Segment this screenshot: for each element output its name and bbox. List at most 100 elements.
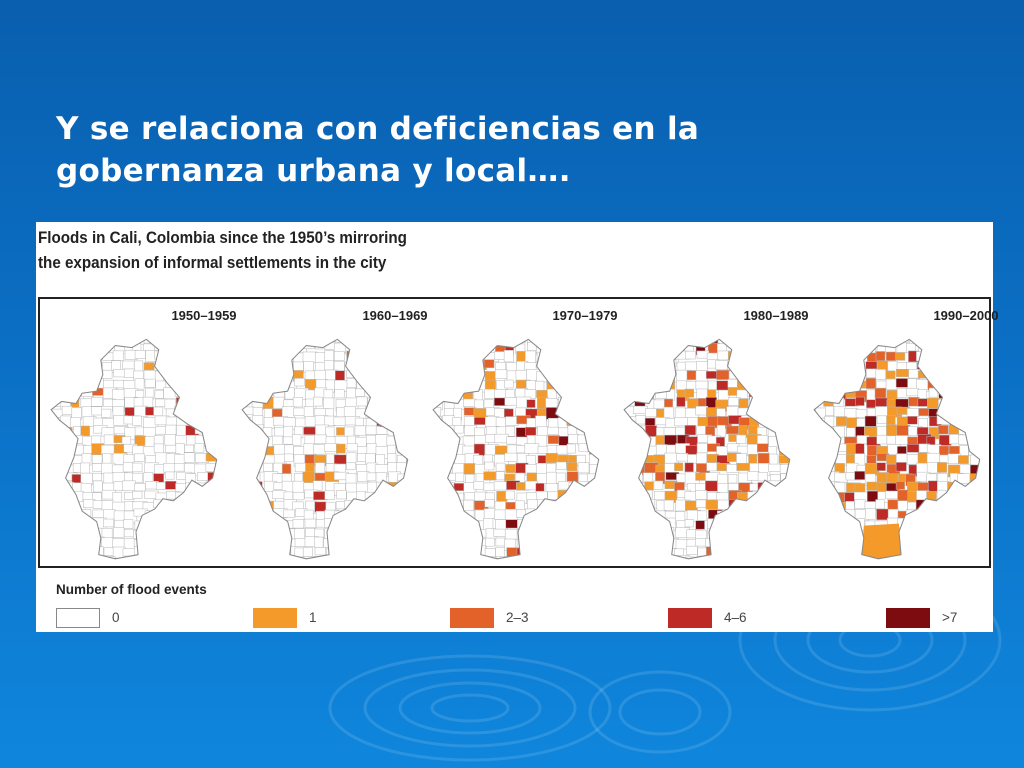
map-block: [273, 529, 287, 541]
map-block: [624, 464, 639, 477]
map-block: [83, 555, 95, 559]
map-block: [844, 380, 859, 391]
legend-label-3: 4–6: [724, 610, 747, 625]
map-block: [61, 380, 75, 394]
map-block: [634, 556, 645, 559]
map-block: [843, 529, 857, 539]
map-block: [566, 443, 576, 454]
map-block: [959, 445, 969, 458]
map-block: [635, 415, 646, 425]
map-block: [981, 502, 989, 511]
map-block: [684, 425, 696, 436]
map-block: [967, 390, 980, 402]
map-block: [344, 548, 359, 559]
map-block: [978, 443, 980, 456]
map-block: [243, 537, 252, 548]
map-block: [978, 341, 980, 352]
map-block: [588, 370, 599, 379]
map-block: [325, 339, 335, 343]
map-block: [343, 556, 353, 559]
map-block: [409, 537, 417, 544]
map-block: [154, 509, 165, 522]
map-block: [186, 499, 199, 512]
map-block: [242, 499, 255, 511]
map-block: [92, 546, 104, 557]
map-block: [346, 378, 357, 388]
map-block: [123, 519, 134, 529]
map-block: [292, 434, 302, 446]
map-block: [823, 446, 836, 459]
map-block: [386, 517, 401, 527]
map-block: [164, 398, 176, 410]
map-block: [525, 480, 538, 491]
map-block: [442, 436, 457, 447]
map-block: [566, 371, 578, 381]
map-block: [980, 493, 989, 505]
map-block: [261, 527, 271, 538]
map-block: [314, 547, 326, 556]
map-block: [196, 482, 208, 495]
map-block: [174, 339, 185, 342]
map-block: [344, 426, 355, 437]
map-block: [748, 519, 759, 531]
map-block: [206, 342, 217, 354]
map-block: [587, 492, 599, 504]
map-block: [132, 445, 144, 456]
map-block: [324, 360, 334, 371]
map-block: [186, 557, 198, 559]
map-block: [154, 546, 169, 558]
city-map-1980s: [623, 338, 791, 560]
map-block: [716, 369, 731, 380]
map-block: [409, 556, 417, 565]
map-block: [938, 339, 948, 342]
map-block: [282, 350, 296, 363]
map-block: [759, 406, 772, 418]
legend-swatch-3: [668, 608, 712, 628]
map-block: [165, 471, 175, 480]
map-block: [979, 425, 980, 436]
map-block: [294, 378, 305, 387]
map-block: [834, 519, 846, 532]
map-block: [624, 499, 636, 510]
map-block: [91, 370, 103, 381]
map-block: [906, 527, 920, 536]
map-block: [684, 350, 696, 360]
map-block: [643, 519, 657, 529]
map-block: [843, 340, 858, 351]
map-block: [825, 341, 838, 353]
map-block: [92, 472, 102, 482]
map-block: [395, 424, 408, 433]
map-block: [196, 490, 210, 502]
map-block: [736, 518, 749, 528]
map-block: [770, 397, 783, 410]
map-block: [333, 416, 347, 426]
map-block: [536, 473, 547, 484]
map-block: [283, 453, 294, 462]
map-block: [454, 518, 464, 528]
map-block: [163, 557, 174, 559]
map-block: [635, 380, 648, 391]
map-block: [788, 480, 790, 492]
map-block: [947, 500, 959, 510]
map-block: [388, 397, 401, 406]
map-block: [526, 528, 541, 541]
map-block: [768, 556, 779, 559]
map-block: [72, 528, 83, 539]
map-block: [274, 556, 288, 559]
map-block: [122, 461, 134, 473]
map-block: [282, 538, 296, 547]
flood-map-figure: Floods in Cali, Colombia since the 1950’…: [36, 222, 999, 632]
map-block: [634, 527, 645, 536]
map-block: [967, 352, 979, 363]
map-block: [843, 368, 856, 382]
map-block: [165, 509, 176, 520]
map-block: [887, 557, 898, 559]
map-block: [183, 491, 194, 503]
map-block: [292, 491, 305, 501]
map-block: [196, 407, 212, 419]
map-block: [123, 368, 135, 378]
map-block: [587, 389, 598, 403]
map-block: [936, 501, 952, 513]
map-block: [635, 491, 648, 503]
map-block: [216, 529, 217, 543]
